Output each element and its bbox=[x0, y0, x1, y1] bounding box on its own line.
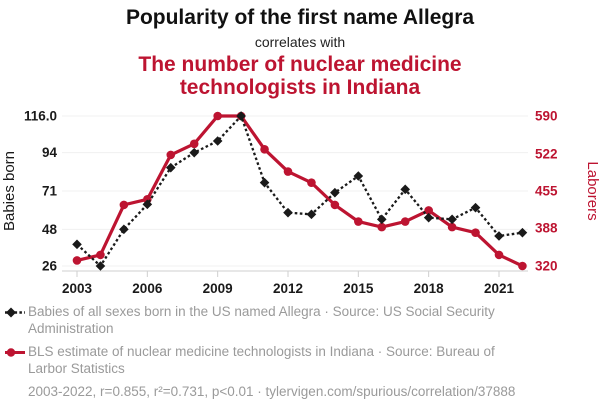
left-tick-label: 71 bbox=[42, 184, 58, 199]
left-tick-label: 26 bbox=[42, 259, 58, 274]
data-point-diamond bbox=[447, 214, 457, 225]
left-axis-title: Babies born bbox=[1, 151, 18, 231]
data-point-circle bbox=[189, 139, 199, 149]
data-point-diamond bbox=[353, 171, 364, 181]
data-point-circle bbox=[72, 256, 82, 265]
data-point-diamond bbox=[72, 239, 82, 250]
circle-solid-line-icon bbox=[5, 348, 25, 357]
data-point-circle bbox=[494, 250, 504, 260]
data-point-circle bbox=[471, 228, 480, 237]
x-tick-label: 2006 bbox=[132, 281, 163, 296]
data-point-diamond bbox=[236, 111, 246, 121]
x-tick-label: 2009 bbox=[203, 281, 233, 296]
left-tick-label: 48 bbox=[42, 222, 58, 237]
page-title: Popularity of the first name Allegra bbox=[125, 6, 475, 29]
data-point-circle bbox=[283, 167, 293, 176]
left-tick-label: 94 bbox=[42, 145, 58, 160]
data-point-diamond bbox=[517, 227, 528, 238]
data-point-circle bbox=[400, 217, 410, 226]
chart-svg: 2003 2006 2009 2012 2015 2018 2021 26 48 71 94 116.… bbox=[1, 109, 600, 297]
right-axis-title: Laborers bbox=[584, 161, 600, 220]
data-point-circle bbox=[260, 145, 269, 154]
correlates-with-text: correlates with bbox=[254, 34, 346, 50]
data-point-diamond bbox=[95, 261, 106, 271]
legend-item-technologists: BLS estimate of nuclear medicine technol… bbox=[5, 343, 597, 377]
diamond-dashed-line-icon bbox=[5, 307, 25, 318]
data-point-diamond bbox=[189, 147, 200, 158]
data-point-circle bbox=[354, 217, 363, 226]
left-tick-label: 116.0 bbox=[24, 109, 57, 124]
data-point-circle bbox=[213, 111, 222, 121]
chart-legend: Babies of all sexes born in the US named… bbox=[5, 303, 597, 400]
chart-header: Popularity of the first name Allegra cor… bbox=[0, 0, 600, 99]
x-tick-label: 2012 bbox=[273, 281, 303, 296]
series-line bbox=[76, 114, 524, 268]
data-point-circle bbox=[119, 200, 129, 210]
right-tick-label: 590 bbox=[535, 109, 558, 124]
data-point-diamond bbox=[212, 136, 223, 146]
data-point-circle bbox=[518, 261, 527, 271]
x-tick-label: 2015 bbox=[343, 281, 374, 296]
right-tick-label: 320 bbox=[535, 259, 558, 274]
data-point-diamond bbox=[376, 214, 387, 225]
legend-label: Babies of all sexes born in the US named… bbox=[28, 304, 495, 336]
data-point-circle bbox=[96, 250, 105, 260]
legend-item-babies: Babies of all sexes born in the US named… bbox=[5, 303, 597, 337]
data-point-circle bbox=[330, 200, 340, 210]
right-tick-label: 388 bbox=[535, 221, 558, 236]
data-point-circle bbox=[377, 222, 387, 232]
data-point-circle bbox=[307, 178, 316, 187]
legend-label: BLS estimate of nuclear medicine technol… bbox=[28, 344, 495, 376]
right-tick-label: 455 bbox=[535, 184, 558, 199]
data-point-circle bbox=[166, 150, 176, 160]
data-point-diamond bbox=[494, 231, 504, 241]
data-point-diamond bbox=[283, 207, 293, 218]
x-tick-label: 2003 bbox=[62, 281, 93, 296]
x-tick-label: 2018 bbox=[414, 281, 445, 296]
right-tick-label: 522 bbox=[535, 146, 558, 161]
secondary-title: The number of nuclear medicine technolog… bbox=[138, 53, 462, 99]
stats-footer: 2003-2022, r=0.855, r²=0.731, p<0.01 · t… bbox=[28, 384, 516, 399]
data-point-circle bbox=[447, 222, 457, 232]
x-tick-label: 2021 bbox=[484, 281, 515, 296]
data-point-circle bbox=[424, 206, 433, 215]
data-point-diamond bbox=[119, 224, 129, 235]
